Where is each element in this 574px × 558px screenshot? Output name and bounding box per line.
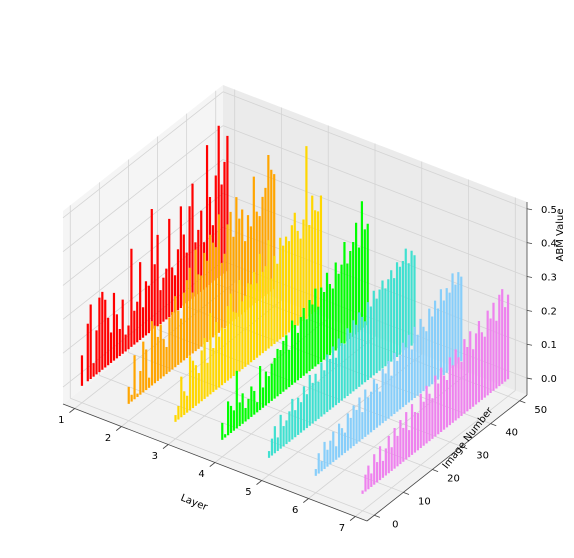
x-tick-mark [256,480,263,485]
grid-line-z [62,91,224,219]
z-tick-label: 0.0 [541,374,557,385]
grid-line-y [70,397,375,516]
z-tick-mark [526,343,533,346]
x-tick-mark [349,516,356,521]
y-tick-mark [403,491,410,495]
y-tick-label: 20 [447,474,460,485]
x-tick-mark [162,444,169,449]
grid-line-z [62,125,224,252]
y-axis-line [366,394,528,522]
z-tick-label: 0.2 [541,306,557,317]
x-tick-label: 4 [198,469,204,480]
series-layer-6 [314,272,463,476]
grid-line-y [128,352,433,470]
x-tick-label: 3 [152,451,158,462]
x-tick-label: 5 [245,487,251,498]
z-tick-mark [526,309,533,312]
x-tick-mark [69,408,75,413]
grid-line-y [99,374,404,493]
z-tick-label: 0.5 [541,205,557,216]
z-tick-label: 0.3 [541,272,557,283]
tick-labels: 1 2 3 4 5 6 7 0 10 20 30 40 50 0.0 0.1 0.2 0.3 0.4 0.5 [58,205,557,534]
y-tick-mark [432,469,439,472]
grid-line-z [62,159,224,286]
x-tick-label: 6 [292,505,298,516]
x-tick-label: 7 [339,523,345,534]
y-tick-label: 0 [392,519,398,530]
z-tick-mark [526,377,533,380]
x-tick-mark [115,426,122,431]
x-tick-mark [209,462,216,467]
z-tick-mark [526,276,533,278]
series-layer-4 [221,201,369,440]
y-tick-label: 50 [534,405,547,416]
grid-line-z [62,193,224,320]
z-tick-label: 0.1 [541,340,557,351]
y-tick-mark [519,400,526,404]
x-tick-label: 2 [105,433,111,444]
x-axis-label: Layer [179,493,210,514]
z-tick-label: 0.4 [541,239,557,250]
y-tick-label: 10 [418,496,431,507]
x-tick-label: 1 [58,415,64,426]
grid-line-z [222,91,528,210]
x-tick-mark [303,498,309,503]
y-tick-label: 40 [505,428,518,439]
y-tick-mark [490,423,497,427]
z-axis-label: ABM Value [555,209,566,262]
grid-line-x [355,390,516,517]
y-tick-mark [374,514,381,518]
y-tick-mark [461,446,468,450]
grid-line-z [222,125,528,244]
bar-series [80,125,510,494]
y-tick-label: 30 [476,451,489,462]
series-layer-5 [267,248,416,458]
series-layer-7 [361,289,510,494]
z-tick-mark [526,208,533,211]
z-tick-mark [526,242,533,245]
